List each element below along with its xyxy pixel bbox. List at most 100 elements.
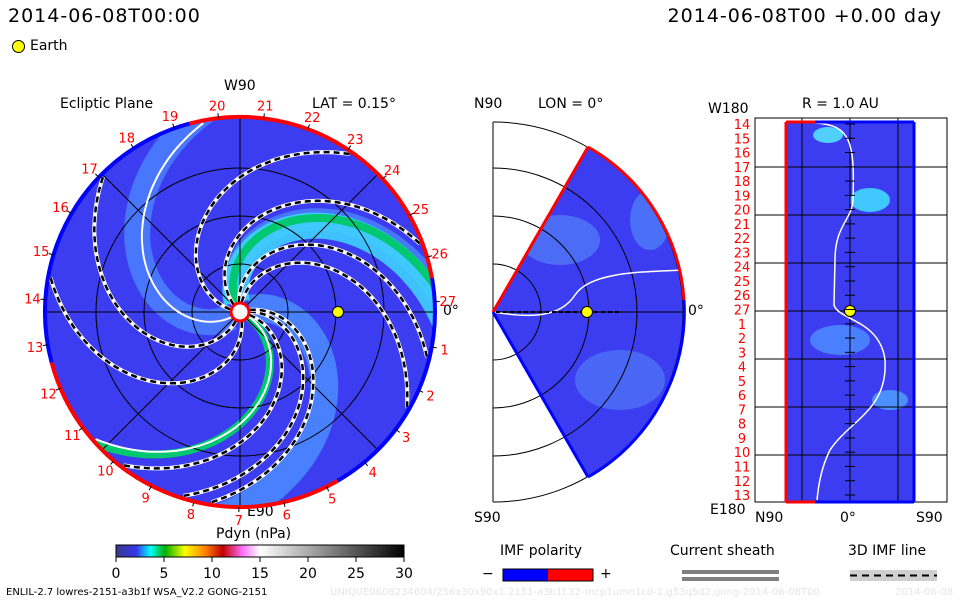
- imf-field-line-dash: [237, 243, 429, 358]
- carrington-label: 25: [412, 203, 429, 218]
- row-label: 12: [734, 475, 751, 490]
- row-label: 7: [738, 403, 746, 418]
- carrington-label: 5: [328, 492, 336, 507]
- meridional-lon-label: LON = 0°: [538, 96, 604, 112]
- imf-polarity-negative-swatch: [503, 569, 548, 581]
- imf-field-line: [95, 315, 273, 453]
- earth-legend-icon: [12, 40, 25, 53]
- earth-marker-radial: [844, 305, 856, 317]
- wedge-edge-north: [491, 146, 590, 313]
- carrington-tick: [395, 428, 401, 433]
- earth-legend-label: Earth: [30, 38, 68, 54]
- carrington-label: 17: [81, 162, 98, 177]
- carrington-tick: [78, 427, 84, 431]
- current-sheath-line: [492, 269, 685, 317]
- current-sheath-line: [814, 122, 886, 501]
- run-id-footer: UNIQUE0608234604/256x30x90x1.2151-a3b1f.…: [330, 587, 820, 598]
- carrington-label: 2: [426, 390, 434, 405]
- carrington-tick: [130, 143, 135, 149]
- row-label: 8: [738, 418, 746, 433]
- meridional-plot: [491, 121, 686, 503]
- ecliptic-lat-label: LAT = 0.15°: [312, 96, 396, 112]
- carrington-label: 23: [347, 133, 364, 148]
- imf-line-label: 3D IMF line: [848, 543, 927, 559]
- polarity-rim-arc: [188, 115, 434, 279]
- earth-marker: [332, 306, 344, 318]
- radial-x-label-0: 0°: [840, 510, 856, 526]
- carrington-tick: [426, 255, 433, 258]
- row-label: 2: [738, 332, 746, 347]
- carrington-tick: [382, 175, 387, 180]
- carrington-tick: [263, 113, 265, 119]
- row-label: 13: [734, 489, 751, 504]
- carrington-label: 18: [118, 132, 135, 147]
- radial-x-label-s90: S90: [916, 510, 943, 526]
- imf-field-line-dash: [223, 199, 421, 306]
- carrington-tick: [192, 501, 195, 507]
- colorbar-gradient: [115, 544, 405, 558]
- carrington-tick: [42, 344, 48, 347]
- colorbar-title: Pdyn (nPa): [216, 526, 292, 542]
- carrington-tick: [347, 145, 352, 150]
- carrington-tick: [364, 461, 369, 467]
- current-sheath-label: Current sheath: [670, 543, 775, 559]
- carrington-label: 10: [97, 465, 114, 480]
- carrington-label: 8: [187, 508, 195, 523]
- row-label: 3: [738, 346, 746, 361]
- row-label: 26: [734, 289, 751, 304]
- radial-x-label-n90: N90: [755, 510, 784, 526]
- row-label: 5: [738, 375, 746, 390]
- carrington-tick: [55, 387, 61, 391]
- carrington-label: 16: [52, 201, 69, 216]
- polarity-rim-arc: [43, 121, 191, 364]
- carrington-label: 13: [27, 341, 44, 356]
- row-label: 10: [734, 446, 751, 461]
- carrington-label: 7: [235, 514, 243, 529]
- wedge-edge-south: [491, 311, 590, 478]
- row-label: 11: [734, 461, 751, 476]
- carrington-label: 14: [24, 293, 41, 308]
- colorbar: 0 5 10 15 20 25 30: [112, 544, 413, 582]
- ecliptic-right-label: 0°: [443, 303, 459, 319]
- colorbar-tick-label: 30: [395, 566, 413, 582]
- imf-polarity-plus: +: [600, 566, 612, 582]
- left-timestamp: 2014-06-08T00:00: [8, 5, 201, 27]
- radial-top-label: W180: [708, 101, 749, 117]
- polarity-rim-arc: [49, 361, 339, 510]
- imf-field-line-dash: [194, 150, 350, 311]
- carrington-label: 11: [64, 429, 81, 444]
- imf-field-line-dash: [123, 313, 284, 470]
- row-label: 24: [734, 261, 751, 276]
- imf-field-line: [140, 122, 232, 323]
- density-band-peak: [229, 214, 435, 323]
- model-footer: ENLIL-2.7 lowres-2151-a3b1f WSA_V2.2 GON…: [6, 587, 268, 598]
- radial-bottom-label: E180: [710, 502, 746, 518]
- imf-line-swatch: [850, 570, 937, 581]
- row-label: 1: [738, 318, 746, 333]
- meridional-bottom-label: S90: [474, 510, 501, 526]
- row-label: 18: [734, 175, 751, 190]
- radial-title: R = 1.0 AU: [802, 96, 879, 112]
- carrington-tick: [110, 460, 115, 465]
- imf-polarity-positive-swatch: [548, 569, 593, 581]
- row-label: 27: [734, 304, 751, 319]
- carrington-tick: [172, 123, 175, 129]
- colorbar-tick-label: 5: [160, 566, 169, 582]
- sun-icon: [229, 301, 251, 323]
- carrington-tick: [48, 253, 54, 256]
- row-label: 19: [734, 189, 751, 204]
- colorbar-tick-label: 10: [203, 566, 221, 582]
- imf-polarity-label: IMF polarity: [500, 543, 583, 559]
- carrington-label: 20: [209, 99, 226, 114]
- row-label: 14: [734, 118, 751, 133]
- row-label: 15: [734, 132, 751, 147]
- current-sheath-swatch-top: [682, 570, 779, 574]
- imf-field-line-dash: [183, 310, 305, 498]
- carrington-tick: [326, 486, 330, 492]
- carrington-tick: [283, 501, 286, 507]
- row-label: 6: [738, 389, 746, 404]
- date-footer: 2014-06-08: [895, 587, 954, 598]
- radial-surface-plot: 1415161718192021222324252627123456789101…: [734, 117, 948, 504]
- carrington-tick: [409, 212, 415, 216]
- row-label: 20: [734, 204, 751, 219]
